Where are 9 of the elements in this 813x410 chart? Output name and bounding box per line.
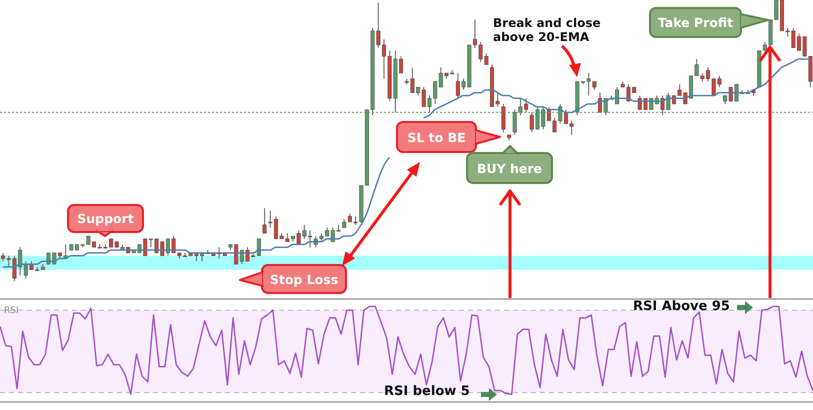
annotation: RSI Above 95 <box>633 299 731 315</box>
annotation: BUY here <box>467 153 552 183</box>
annotation: SL to BE <box>397 122 476 152</box>
annotation: RSI below 5 <box>384 384 471 400</box>
annotation: Break and close above 20-EMA <box>493 16 602 45</box>
annotation: Take Profit <box>650 8 741 37</box>
annotation: Support <box>68 205 143 232</box>
annotation: RSI <box>4 306 20 316</box>
annotation: Stop Loss <box>262 265 346 293</box>
